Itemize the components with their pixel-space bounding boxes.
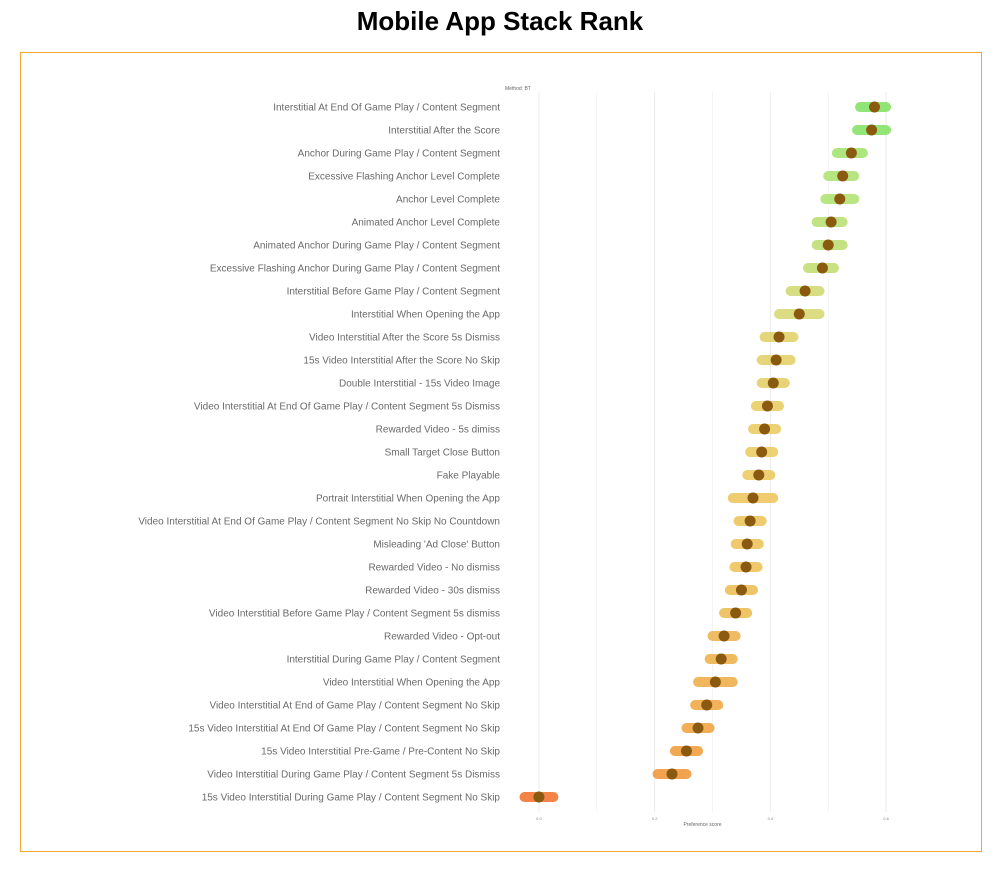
category-label: Rewarded Video - Opt-out (384, 632, 500, 643)
score-point (822, 239, 834, 251)
category-label: Video Interstitial At End Of Game Play /… (194, 402, 500, 413)
category-label: Animated Anchor Level Complete (352, 218, 501, 229)
score-point (701, 699, 713, 711)
chart-frame (20, 52, 982, 852)
score-point (715, 653, 727, 665)
category-label: Small Target Close Button (385, 448, 500, 459)
score-point (753, 469, 765, 481)
category-label: Animated Anchor During Game Play / Conte… (253, 241, 500, 252)
x-axis-label: Preference score (683, 822, 721, 828)
category-label: 15s Video Interstitial Pre-Game / Pre-Co… (261, 747, 500, 758)
score-point (793, 308, 805, 320)
category-label: Interstitial Before Game Play / Content … (287, 287, 501, 298)
category-label: Anchor Level Complete (396, 195, 500, 206)
score-point (709, 676, 721, 688)
score-point (825, 216, 837, 228)
score-point (799, 285, 811, 297)
score-point (692, 722, 704, 734)
score-point (741, 538, 753, 550)
category-label: Anchor During Game Play / Content Segmen… (298, 149, 501, 160)
score-point (834, 193, 846, 205)
score-point (759, 423, 771, 435)
category-label: 15s Video Interstitial After the Score N… (303, 356, 500, 367)
category-label: Double Interstitial - 15s Video Image (339, 379, 500, 390)
score-point (735, 584, 747, 596)
score-point (816, 262, 828, 274)
score-point (837, 170, 849, 182)
category-label: Video Interstitial When Opening the App (323, 678, 501, 689)
category-label: Video Interstitial Before Game Play / Co… (209, 609, 500, 620)
x-tick-label: 0.6 (883, 816, 889, 821)
score-point (869, 101, 880, 113)
score-point (770, 354, 782, 366)
score-point (666, 768, 678, 780)
score-point (747, 492, 759, 504)
category-label: Video Interstitial During Game Play / Co… (207, 770, 500, 781)
score-point (744, 515, 756, 527)
score-point (756, 446, 768, 458)
x-tick-label: 0.4 (768, 816, 774, 821)
legend: Method: BT (505, 86, 531, 92)
category-label: Video Interstitial After the Score 5s Di… (309, 333, 500, 344)
category-label: Interstitial During Game Play / Content … (287, 655, 501, 666)
x-tick-labels: 0.0 0.2 0.4 0.6 (536, 816, 889, 821)
score-point (740, 561, 752, 573)
category-label: Interstitial After the Score (388, 126, 500, 137)
score-point (718, 630, 730, 642)
score-point (773, 331, 785, 343)
category-label: Portrait Interstitial When Opening the A… (316, 494, 500, 505)
category-label: Video Interstitial At End of Game Play /… (209, 701, 500, 712)
page-title: Mobile App Stack Rank (356, 6, 644, 36)
score-point (866, 124, 878, 136)
score-point (730, 607, 742, 619)
category-label: Fake Playable (437, 471, 501, 482)
x-tick-label: 0.2 (652, 816, 658, 821)
confidence-bars (519, 102, 892, 802)
score-point (533, 791, 545, 803)
category-label: Rewarded Video - 5s dimiss (376, 425, 500, 436)
category-label: Misleading 'Ad Close' Button (373, 540, 500, 551)
score-point (845, 147, 857, 159)
legend-title: Method: BT (505, 86, 531, 92)
category-label: Video Interstitial At End Of Game Play /… (138, 517, 500, 528)
category-label: Excessive Flashing Anchor Level Complete (308, 172, 500, 183)
category-label: Rewarded Video - No dismiss (368, 563, 500, 574)
score-point (680, 745, 692, 757)
x-tick-label: 0.0 (536, 816, 542, 821)
category-labels: Interstitial At End Of Game Play / Conte… (138, 103, 500, 804)
score-point (767, 377, 779, 389)
category-label: Interstitial When Opening the App (351, 310, 500, 321)
score-points (533, 101, 880, 803)
score-point (761, 400, 773, 412)
category-label: 15s Video Interstitial During Game Play … (202, 793, 501, 804)
category-label: Rewarded Video - 30s dismiss (365, 586, 500, 597)
category-label: 15s Video Interstitial At End Of Game Pl… (188, 724, 500, 735)
category-label: Interstitial At End Of Game Play / Conte… (273, 103, 500, 114)
category-label: Excessive Flashing Anchor During Game Pl… (210, 264, 500, 275)
